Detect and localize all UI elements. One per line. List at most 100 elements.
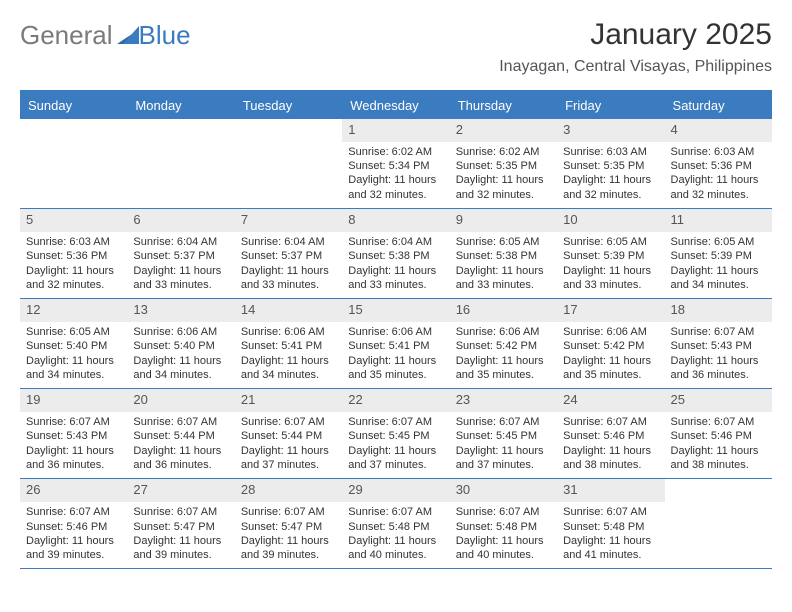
day-line-sr: Sunrise: 6:05 AM — [563, 235, 658, 249]
day-line-ss: Sunset: 5:38 PM — [348, 249, 443, 263]
day-cell: 2Sunrise: 6:02 AMSunset: 5:35 PMDaylight… — [450, 119, 557, 208]
day-line-d1: Daylight: 11 hours — [133, 534, 228, 548]
day-cell: 21Sunrise: 6:07 AMSunset: 5:44 PMDayligh… — [235, 389, 342, 478]
day-body: Sunrise: 6:05 AMSunset: 5:38 PMDaylight:… — [450, 232, 557, 298]
page: General Blue January 2025 Inayagan, Cent… — [0, 0, 792, 612]
day-of-week-header: SundayMondayTuesdayWednesdayThursdayFrid… — [20, 92, 772, 119]
day-body: Sunrise: 6:05 AMSunset: 5:39 PMDaylight:… — [665, 232, 772, 298]
day-cell: 7Sunrise: 6:04 AMSunset: 5:37 PMDaylight… — [235, 209, 342, 298]
day-line-sr: Sunrise: 6:07 AM — [671, 415, 766, 429]
day-line-ss: Sunset: 5:36 PM — [671, 159, 766, 173]
day-line-d2: and 36 minutes. — [133, 458, 228, 472]
header: General Blue January 2025 Inayagan, Cent… — [20, 18, 772, 76]
week-row: 26Sunrise: 6:07 AMSunset: 5:46 PMDayligh… — [20, 479, 772, 569]
day-line-d1: Daylight: 11 hours — [133, 354, 228, 368]
day-line-sr: Sunrise: 6:07 AM — [133, 415, 228, 429]
day-cell: 13Sunrise: 6:06 AMSunset: 5:40 PMDayligh… — [127, 299, 234, 388]
day-body: Sunrise: 6:06 AMSunset: 5:40 PMDaylight:… — [127, 322, 234, 388]
day-cell: 28Sunrise: 6:07 AMSunset: 5:47 PMDayligh… — [235, 479, 342, 568]
week-row: 1Sunrise: 6:02 AMSunset: 5:34 PMDaylight… — [20, 119, 772, 209]
day-body: Sunrise: 6:06 AMSunset: 5:42 PMDaylight:… — [450, 322, 557, 388]
day-number: 5 — [20, 209, 127, 232]
day-line-d2: and 39 minutes. — [133, 548, 228, 562]
day-body: Sunrise: 6:03 AMSunset: 5:36 PMDaylight:… — [20, 232, 127, 298]
day-cell: 8Sunrise: 6:04 AMSunset: 5:38 PMDaylight… — [342, 209, 449, 298]
week-row: 19Sunrise: 6:07 AMSunset: 5:43 PMDayligh… — [20, 389, 772, 479]
day-line-d1: Daylight: 11 hours — [348, 444, 443, 458]
day-line-d2: and 37 minutes. — [241, 458, 336, 472]
day-line-d1: Daylight: 11 hours — [241, 534, 336, 548]
day-line-sr: Sunrise: 6:04 AM — [133, 235, 228, 249]
day-line-d1: Daylight: 11 hours — [671, 354, 766, 368]
day-line-sr: Sunrise: 6:07 AM — [456, 505, 551, 519]
day-line-d1: Daylight: 11 hours — [671, 173, 766, 187]
day-cell: 18Sunrise: 6:07 AMSunset: 5:43 PMDayligh… — [665, 299, 772, 388]
day-body: Sunrise: 6:07 AMSunset: 5:45 PMDaylight:… — [450, 412, 557, 478]
day-cell: 1Sunrise: 6:02 AMSunset: 5:34 PMDaylight… — [342, 119, 449, 208]
day-line-d2: and 36 minutes. — [671, 368, 766, 382]
day-body: Sunrise: 6:07 AMSunset: 5:48 PMDaylight:… — [450, 502, 557, 568]
day-line-sr: Sunrise: 6:04 AM — [241, 235, 336, 249]
day-body: Sunrise: 6:07 AMSunset: 5:47 PMDaylight:… — [127, 502, 234, 568]
day-line-d2: and 33 minutes. — [563, 278, 658, 292]
day-body: Sunrise: 6:07 AMSunset: 5:43 PMDaylight:… — [665, 322, 772, 388]
day-line-d1: Daylight: 11 hours — [26, 264, 121, 278]
day-body: Sunrise: 6:07 AMSunset: 5:47 PMDaylight:… — [235, 502, 342, 568]
day-line-sr: Sunrise: 6:06 AM — [133, 325, 228, 339]
day-line-sr: Sunrise: 6:07 AM — [563, 505, 658, 519]
day-number: 29 — [342, 479, 449, 502]
day-line-d2: and 38 minutes. — [563, 458, 658, 472]
day-cell: 17Sunrise: 6:06 AMSunset: 5:42 PMDayligh… — [557, 299, 664, 388]
day-line-sr: Sunrise: 6:05 AM — [26, 325, 121, 339]
day-cell: 24Sunrise: 6:07 AMSunset: 5:46 PMDayligh… — [557, 389, 664, 478]
day-number: 15 — [342, 299, 449, 322]
day-line-d1: Daylight: 11 hours — [456, 534, 551, 548]
dow-cell: Friday — [557, 92, 664, 119]
day-line-d2: and 35 minutes. — [563, 368, 658, 382]
day-line-d2: and 35 minutes. — [456, 368, 551, 382]
brand-word-1: General — [20, 20, 113, 51]
day-body: Sunrise: 6:02 AMSunset: 5:35 PMDaylight:… — [450, 142, 557, 208]
day-number: 3 — [557, 119, 664, 142]
day-number: 13 — [127, 299, 234, 322]
day-line-d2: and 32 minutes. — [456, 188, 551, 202]
day-number: 2 — [450, 119, 557, 142]
day-cell: 12Sunrise: 6:05 AMSunset: 5:40 PMDayligh… — [20, 299, 127, 388]
day-cell: 4Sunrise: 6:03 AMSunset: 5:36 PMDaylight… — [665, 119, 772, 208]
day-line-sr: Sunrise: 6:02 AM — [456, 145, 551, 159]
day-line-ss: Sunset: 5:40 PM — [26, 339, 121, 353]
day-line-d2: and 32 minutes. — [671, 188, 766, 202]
day-number: 27 — [127, 479, 234, 502]
day-body: Sunrise: 6:07 AMSunset: 5:46 PMDaylight:… — [20, 502, 127, 568]
day-number: 26 — [20, 479, 127, 502]
day-line-ss: Sunset: 5:46 PM — [26, 520, 121, 534]
day-line-sr: Sunrise: 6:03 AM — [671, 145, 766, 159]
day-number — [20, 119, 127, 142]
day-line-d2: and 35 minutes. — [348, 368, 443, 382]
day-line-d2: and 34 minutes. — [671, 278, 766, 292]
day-line-d2: and 38 minutes. — [671, 458, 766, 472]
day-line-sr: Sunrise: 6:07 AM — [241, 415, 336, 429]
day-line-d1: Daylight: 11 hours — [563, 354, 658, 368]
day-body: Sunrise: 6:07 AMSunset: 5:46 PMDaylight:… — [665, 412, 772, 478]
day-body: Sunrise: 6:07 AMSunset: 5:44 PMDaylight:… — [127, 412, 234, 478]
day-line-d2: and 40 minutes. — [456, 548, 551, 562]
day-line-d2: and 32 minutes. — [348, 188, 443, 202]
day-line-sr: Sunrise: 6:04 AM — [348, 235, 443, 249]
day-cell: 19Sunrise: 6:07 AMSunset: 5:43 PMDayligh… — [20, 389, 127, 478]
day-line-ss: Sunset: 5:38 PM — [456, 249, 551, 263]
day-number: 24 — [557, 389, 664, 412]
day-body: Sunrise: 6:07 AMSunset: 5:48 PMDaylight:… — [342, 502, 449, 568]
day-cell: 30Sunrise: 6:07 AMSunset: 5:48 PMDayligh… — [450, 479, 557, 568]
day-line-d2: and 39 minutes. — [26, 548, 121, 562]
day-line-ss: Sunset: 5:42 PM — [563, 339, 658, 353]
day-body: Sunrise: 6:07 AMSunset: 5:45 PMDaylight:… — [342, 412, 449, 478]
day-number: 23 — [450, 389, 557, 412]
day-line-ss: Sunset: 5:44 PM — [241, 429, 336, 443]
day-line-ss: Sunset: 5:47 PM — [133, 520, 228, 534]
day-line-ss: Sunset: 5:39 PM — [563, 249, 658, 263]
day-body: Sunrise: 6:07 AMSunset: 5:46 PMDaylight:… — [557, 412, 664, 478]
day-line-ss: Sunset: 5:35 PM — [563, 159, 658, 173]
day-line-d1: Daylight: 11 hours — [241, 444, 336, 458]
brand-word-2: Blue — [139, 20, 191, 51]
